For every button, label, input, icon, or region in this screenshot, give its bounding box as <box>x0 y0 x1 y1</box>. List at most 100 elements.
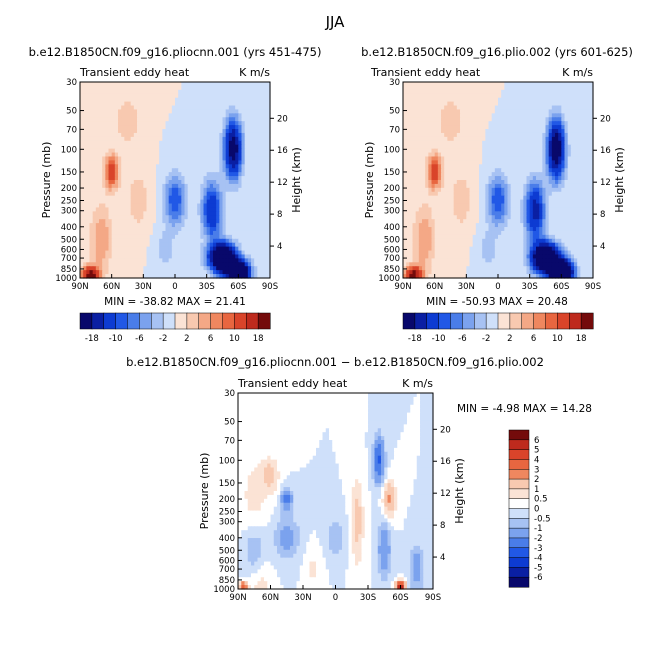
heatmap-cell <box>551 85 556 91</box>
y-tick-label: 700 <box>61 254 77 264</box>
heatmap-cell <box>162 246 167 252</box>
heatmap-cell <box>507 101 512 107</box>
heatmap-cell <box>441 168 445 173</box>
heatmap-cell <box>222 215 227 220</box>
heatmap-cell <box>431 85 436 91</box>
heatmap-cell <box>89 125 94 130</box>
heatmap-cell <box>453 136 458 142</box>
heatmap-cell <box>89 129 94 134</box>
heatmap-cell <box>219 109 224 114</box>
heatmap-cell <box>232 140 236 146</box>
heatmap-cell <box>124 152 129 158</box>
heatmap-cell <box>513 172 518 177</box>
heatmap-cell <box>266 125 271 130</box>
heatmap-cell <box>152 274 157 279</box>
heatmap-cell <box>529 93 534 99</box>
heatmap-cell <box>121 207 125 212</box>
heatmap-cell <box>159 230 163 236</box>
heatmap-cell <box>114 168 119 173</box>
heatmap-cell <box>146 230 151 236</box>
heatmap-cell <box>187 148 192 154</box>
heatmap-cell <box>523 187 528 193</box>
heatmap-cell <box>95 93 100 99</box>
heatmap-cell <box>156 207 160 212</box>
heatmap-cell <box>206 152 211 158</box>
heatmap-cell <box>428 82 433 87</box>
heatmap-cell <box>140 82 144 87</box>
heatmap-cell <box>235 234 239 240</box>
heatmap-cell <box>418 113 423 118</box>
heatmap-cell <box>168 246 173 252</box>
heatmap-cell <box>184 172 189 177</box>
heatmap-cell <box>181 93 186 99</box>
heatmap-cell <box>241 191 246 197</box>
heatmap-cell <box>409 82 414 87</box>
y-tick-label: 250 <box>61 197 77 207</box>
heatmap-cell <box>187 109 192 114</box>
heatmap-cell <box>105 215 110 220</box>
heatmap-cell <box>504 136 509 142</box>
heatmap-cell <box>209 129 214 134</box>
heatmap-cell <box>108 164 113 169</box>
heatmap-cell <box>190 82 195 87</box>
heatmap-cell <box>213 152 217 158</box>
heatmap-cell <box>203 227 208 232</box>
colorbar-label: -2 <box>159 334 167 344</box>
heatmap-cell <box>447 144 452 150</box>
heatmap-cell <box>222 211 227 216</box>
heatmap-cell <box>434 187 439 193</box>
heatmap-cell <box>105 227 110 232</box>
heatmap-cell <box>463 105 467 111</box>
heatmap-cell <box>251 215 255 220</box>
heatmap-cell <box>222 234 227 240</box>
heatmap-cell <box>184 211 189 216</box>
heatmap-cell <box>415 117 420 122</box>
heatmap-cell <box>266 215 271 220</box>
heatmap-cell <box>577 148 581 154</box>
heatmap-cell <box>165 113 170 118</box>
heatmap-cell <box>86 144 91 150</box>
heatmap-cell <box>453 117 458 122</box>
heatmap-cell <box>178 180 182 185</box>
heatmap-cell <box>178 215 182 220</box>
heatmap-cell <box>548 89 553 95</box>
heatmap-cell <box>406 97 410 103</box>
heatmap-cell <box>466 140 471 146</box>
heatmap-cell <box>444 109 448 114</box>
heatmap-cell <box>422 136 426 142</box>
heatmap-cell <box>89 234 94 240</box>
heatmap-cell <box>209 121 214 126</box>
heatmap-cell <box>184 191 189 197</box>
heatmap-cell <box>118 97 122 103</box>
heatmap-cell <box>99 191 103 197</box>
heatmap-cell <box>235 203 239 209</box>
heatmap-cell <box>127 246 132 252</box>
heatmap-cell <box>111 82 116 87</box>
heatmap-cell <box>121 180 125 185</box>
heatmap-cell <box>162 113 167 118</box>
heatmap-cell <box>441 89 445 95</box>
heatmap-cell <box>181 117 186 122</box>
heatmap-cell <box>561 105 566 111</box>
heatmap-cell <box>580 183 585 189</box>
heatmap-cell <box>548 117 553 122</box>
heatmap-cell <box>580 117 585 122</box>
heatmap-cell <box>586 152 591 158</box>
heatmap-cell <box>441 121 445 126</box>
heatmap-cell <box>140 176 144 181</box>
heatmap-cell <box>95 199 100 205</box>
heatmap-cell <box>266 148 271 154</box>
heatmap-cell <box>213 215 217 220</box>
heatmap-cell <box>121 219 125 224</box>
heatmap-cell <box>425 172 429 177</box>
heatmap-cell <box>143 219 148 224</box>
heatmap-cell <box>567 144 572 150</box>
heatmap-cell <box>260 168 265 173</box>
heatmap-cell <box>86 246 91 252</box>
heatmap-cell <box>247 242 252 248</box>
heatmap-cell <box>450 164 455 169</box>
heatmap-cell <box>558 97 562 103</box>
heatmap-cell <box>171 203 176 209</box>
heatmap-cell <box>86 97 91 103</box>
heatmap-cell <box>152 148 157 154</box>
